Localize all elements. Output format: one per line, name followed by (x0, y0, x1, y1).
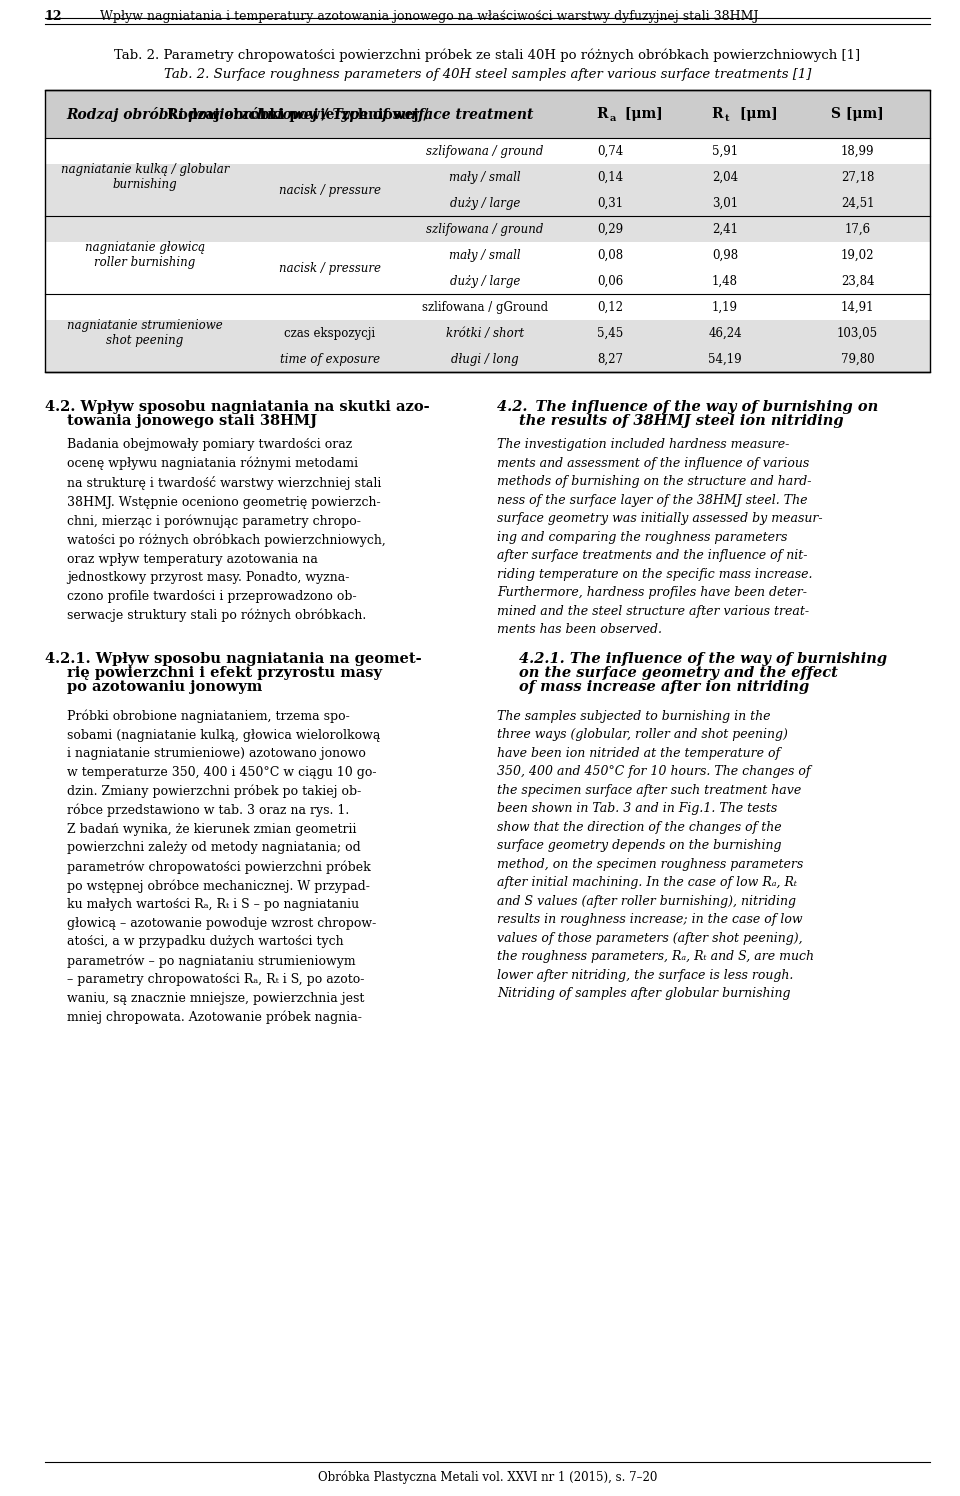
Text: 23,84: 23,84 (841, 274, 875, 287)
Text: 0,74: 0,74 (597, 145, 623, 157)
Text: Próbki obrobione nagniataniem, trzema spo-
sobami (nagniatanie kulką, głowica wi: Próbki obrobione nagniataniem, trzema sp… (67, 709, 380, 1023)
Text: 17,6: 17,6 (845, 223, 871, 235)
Text: Tab. 2. Parametry chropowatości powierzchni próbek ze stali 40H po różnych obrób: Tab. 2. Parametry chropowatości powierzc… (114, 48, 860, 61)
Text: [μm]: [μm] (620, 108, 662, 121)
Text: Rodzaj obróbki powierzchniowej /: Rodzaj obróbki powierzchniowej / (167, 106, 433, 121)
Text: 2,41: 2,41 (712, 223, 738, 235)
Text: 1,48: 1,48 (712, 274, 738, 287)
Text: nacisk / pressure: nacisk / pressure (279, 262, 381, 274)
Text: szlifowana / gGround: szlifowana / gGround (422, 301, 548, 314)
Text: Obróbka Plastyczna Metali vol. XXVI nr 1 (2015), s. 7–20: Obróbka Plastyczna Metali vol. XXVI nr 1… (318, 1471, 658, 1484)
Text: R: R (596, 108, 608, 121)
Text: 4.2.1. The influence of the way of burnishing: 4.2.1. The influence of the way of burni… (519, 652, 887, 666)
Text: mały / small: mały / small (449, 171, 521, 184)
Text: duży / large: duży / large (450, 274, 520, 287)
Text: mały / small: mały / small (449, 248, 521, 262)
Text: nagniatanie strumieniowe
shot peening: nagniatanie strumieniowe shot peening (67, 319, 223, 347)
Text: 0,31: 0,31 (597, 196, 623, 209)
Text: t: t (725, 114, 730, 123)
Text: szlifowana / ground: szlifowana / ground (426, 145, 543, 157)
Text: krótki / short: krótki / short (446, 326, 524, 340)
Text: 19,02: 19,02 (841, 248, 875, 262)
Text: 14,91: 14,91 (841, 301, 875, 314)
Text: po azotowaniu jonowym: po azotowaniu jonowym (67, 679, 262, 694)
Bar (45, 165, 930, 190)
Text: rię powierzchni i efekt przyrostu masy: rię powierzchni i efekt przyrostu masy (67, 666, 382, 679)
Text: on the surface geometry and the effect: on the surface geometry and the effect (519, 666, 838, 679)
Text: the results of 38HMJ steel ion nitriding: the results of 38HMJ steel ion nitriding (519, 414, 844, 428)
Text: duży / large: duży / large (450, 196, 520, 209)
Text: [μm]: [μm] (735, 108, 778, 121)
Text: nagniatanie kulką / globular
burnishing: nagniatanie kulką / globular burnishing (60, 163, 229, 191)
Text: 1,19: 1,19 (712, 301, 738, 314)
Text: 54,19: 54,19 (708, 353, 742, 365)
Text: 4.2. Wpływ sposobu nagniatania na skutki azo-: 4.2. Wpływ sposobu nagniatania na skutki… (45, 399, 430, 414)
Text: 2,04: 2,04 (712, 171, 738, 184)
Text: 0,12: 0,12 (597, 301, 623, 314)
Text: 8,27: 8,27 (597, 353, 623, 365)
Text: 24,51: 24,51 (841, 196, 875, 209)
Text: 0,06: 0,06 (597, 274, 623, 287)
Text: 5,45: 5,45 (597, 326, 623, 340)
Bar (45, 90, 930, 373)
Text: 79,80: 79,80 (841, 353, 875, 365)
Text: 27,18: 27,18 (841, 171, 875, 184)
Text: Tab. 2. Surface roughness parameters of 40H steel samples after various surface : Tab. 2. Surface roughness parameters of … (164, 67, 811, 81)
Text: towania jonowego stali 38HMJ: towania jonowego stali 38HMJ (67, 414, 317, 428)
Bar (45, 138, 930, 165)
Text: 103,05: 103,05 (837, 326, 878, 340)
Text: 0,98: 0,98 (712, 248, 738, 262)
Bar (45, 346, 930, 373)
Text: nagniatanie głowicą
roller burnishing: nagniatanie głowicą roller burnishing (84, 241, 205, 269)
Text: R: R (711, 108, 723, 121)
Text: czas ekspozycji: czas ekspozycji (284, 326, 375, 340)
Bar (45, 190, 930, 215)
Text: szlifowana / ground: szlifowana / ground (426, 223, 543, 235)
Text: The samples subjected to burnishing in the
three ways (globular, roller and shot: The samples subjected to burnishing in t… (497, 709, 814, 1001)
Text: długi / long: długi / long (451, 353, 518, 365)
Text: 4.2.1. Wpływ sposobu nagniatania na geomet-: 4.2.1. Wpływ sposobu nagniatania na geom… (45, 652, 421, 666)
Text: Wpływ nagniatania i temperatury azotowania jonowego na właściwości warstwy dyfuz: Wpływ nagniatania i temperatury azotowan… (100, 10, 758, 22)
Bar (45, 320, 930, 346)
Text: a: a (610, 114, 616, 123)
Bar (45, 295, 930, 320)
Text: 46,24: 46,24 (708, 326, 742, 340)
Text: 12: 12 (45, 10, 62, 22)
Bar (45, 268, 930, 295)
Text: 0,08: 0,08 (597, 248, 623, 262)
Bar (45, 90, 930, 138)
Bar (45, 215, 930, 242)
Text: of mass increase after ion nitriding: of mass increase after ion nitriding (519, 679, 809, 694)
Text: Badania obejmowały pomiary twardości oraz
ocenę wpływu nagniatania różnymi metod: Badania obejmowały pomiary twardości ora… (67, 438, 386, 622)
Text: 0,29: 0,29 (597, 223, 623, 235)
Text: 0,14: 0,14 (597, 171, 623, 184)
Text: S [μm]: S [μm] (831, 108, 884, 121)
Text: The investigation included hardness measure-
ments and assessment of the influen: The investigation included hardness meas… (497, 438, 823, 636)
Text: time of exposure: time of exposure (280, 353, 380, 365)
Text: nacisk / pressure: nacisk / pressure (279, 184, 381, 196)
Text: 4.2.  The influence of the way of burnishing on: 4.2. The influence of the way of burnish… (497, 399, 878, 414)
Text: 5,91: 5,91 (712, 145, 738, 157)
Text: 3,01: 3,01 (712, 196, 738, 209)
Text: Rodzaj obróbki powierzchniowej / Type of surface treatment: Rodzaj obróbki powierzchniowej / Type of… (66, 106, 534, 121)
Bar (45, 242, 930, 268)
Text: 18,99: 18,99 (841, 145, 875, 157)
